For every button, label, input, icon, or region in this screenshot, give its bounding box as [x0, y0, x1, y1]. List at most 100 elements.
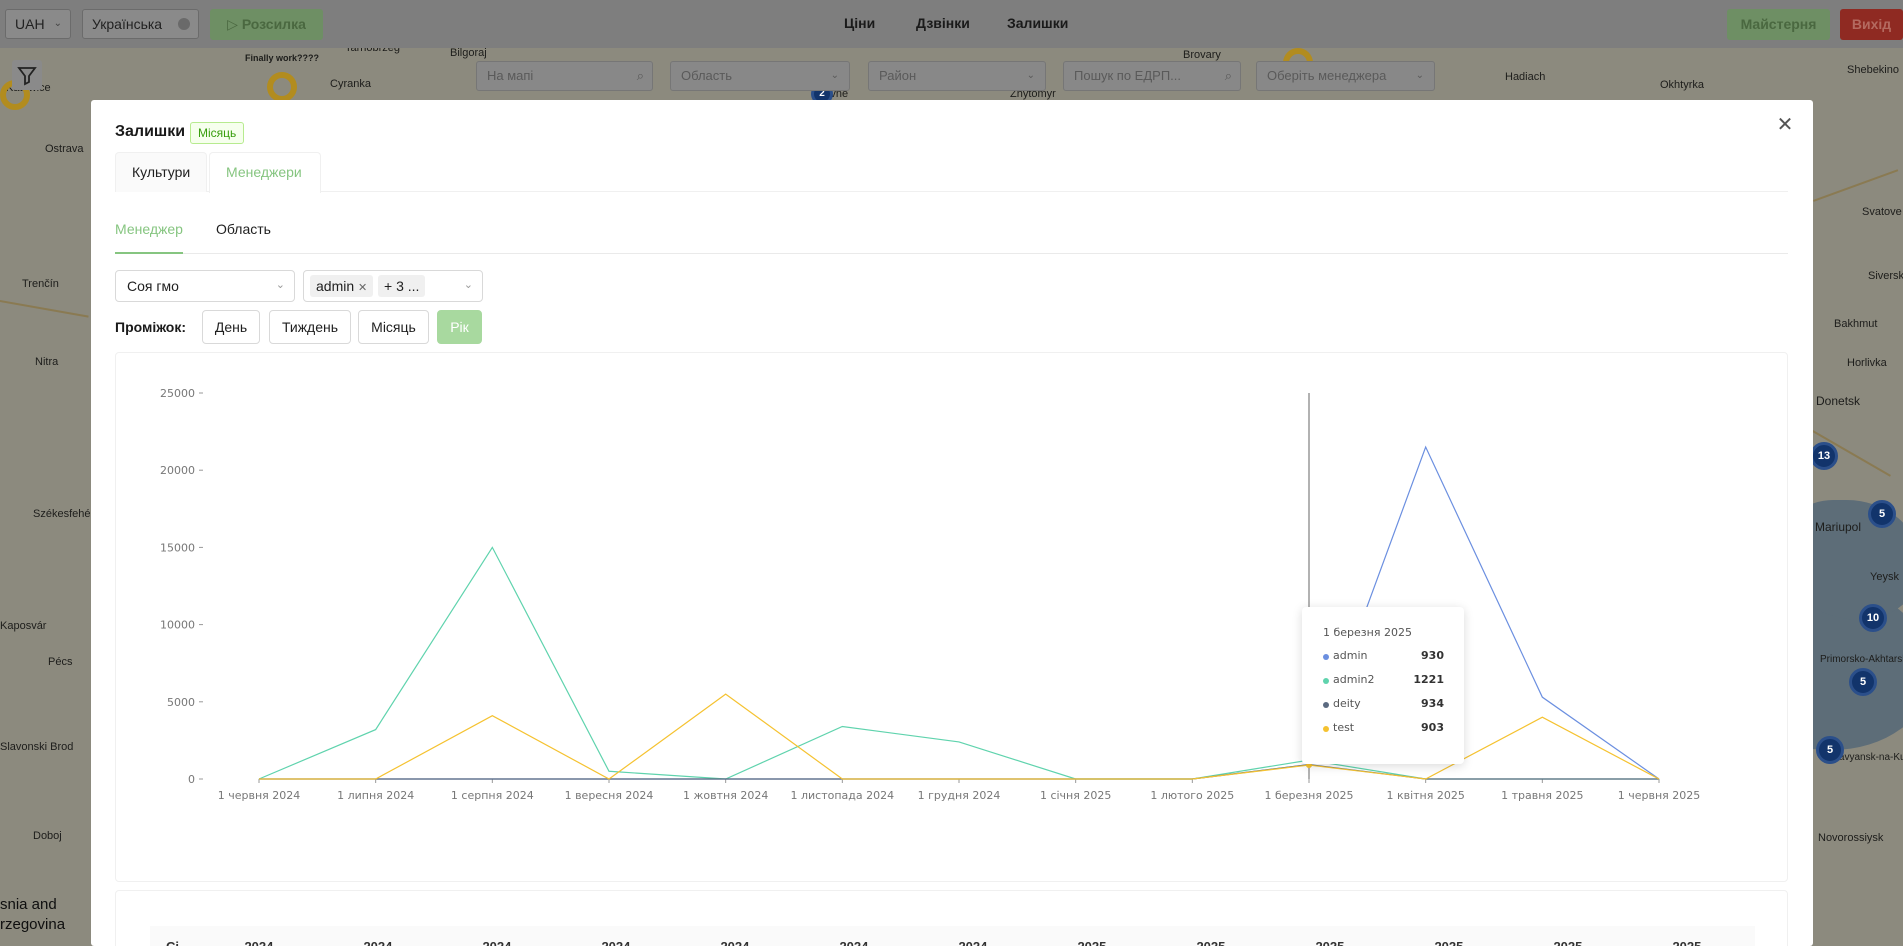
interval-year-button[interactable]: Рік	[437, 310, 482, 344]
map-city: Székesfehérvár	[33, 508, 110, 520]
table-header-cell[interactable]: ... 2025	[1658, 939, 1701, 946]
map-city: Siversk	[1868, 270, 1903, 282]
balances-modal: ✕ Залишки Місяць Культури Менеджери Мене…	[91, 100, 1813, 946]
tooltip-row: admin2 1221	[1323, 673, 1447, 689]
main-tabs: Культури Менеджери	[115, 152, 1788, 193]
y-tick-label: 20000	[160, 464, 195, 477]
map-cluster[interactable]: 10	[1859, 604, 1887, 632]
map-city: Trenčín	[22, 278, 59, 290]
map-city: Hadiach	[1505, 71, 1546, 83]
tab-managers[interactable]: Менеджери	[209, 152, 321, 193]
clear-icon[interactable]	[178, 18, 190, 30]
more-tag: + 3 ...	[378, 275, 426, 297]
filter-icon	[17, 67, 37, 86]
search-icon: ⌕	[636, 68, 644, 83]
table-header-cell[interactable]: ... 2024	[468, 939, 511, 946]
search-icon: ⌕	[1224, 68, 1232, 83]
exit-button[interactable]: Вихід	[1840, 9, 1903, 40]
manager-select[interactable]: Оберіть менеджера ⌄	[1256, 61, 1435, 91]
table-header-cell[interactable]: Сі...	[166, 939, 190, 946]
map-city: Bakhmut	[1834, 318, 1878, 330]
map-city: Slavonski Brod	[0, 741, 74, 753]
interval-month-button[interactable]: Місяць	[358, 310, 429, 344]
map-city: Nitra	[35, 356, 59, 368]
interval-day-button[interactable]: День	[202, 310, 260, 344]
x-tick-label: 1 липня 2024	[337, 789, 414, 802]
map-cluster[interactable]: 13	[1810, 442, 1838, 470]
tooltip-row: admin 930	[1323, 649, 1447, 665]
nav-calls[interactable]: Дзвінки	[916, 15, 970, 31]
nav-balances[interactable]: Залишки	[1007, 15, 1069, 31]
map-city: Ostrava	[45, 143, 84, 155]
map-city: Okhtyrka	[1660, 79, 1705, 91]
table-header-cell[interactable]: ... 2024	[706, 939, 749, 946]
table-header-cell[interactable]: ... 2025	[1182, 939, 1225, 946]
x-tick-label: 1 березня 2025	[1265, 789, 1354, 802]
map-road	[1813, 169, 1899, 202]
series-dot-icon	[1323, 726, 1329, 732]
table-header-cell[interactable]: ... 2024	[230, 939, 273, 946]
map-road	[0, 300, 89, 318]
map-filter-button[interactable]	[12, 60, 42, 90]
close-icon[interactable]: ✕	[1776, 114, 1794, 136]
map-city: Brovary	[1183, 49, 1221, 61]
table-header-cell[interactable]: ... 2025	[1539, 939, 1582, 946]
chevron-down-icon: ⌄	[1026, 70, 1035, 81]
workshop-button[interactable]: Майстерня	[1727, 9, 1830, 40]
tab-crops[interactable]: Культури	[115, 152, 207, 192]
y-tick-label: 5000	[167, 696, 195, 709]
nav-prices[interactable]: Ціни	[844, 15, 876, 31]
crop-select[interactable]: Соя гмо ⌄	[115, 270, 295, 302]
map-city: Zhytomyr	[1010, 88, 1056, 100]
table-header-cell[interactable]: ... 2025	[1420, 939, 1463, 946]
subtab-manager[interactable]: Менеджер	[115, 221, 183, 237]
x-tick-label: 1 листопада 2024	[791, 789, 895, 802]
table-header-cell[interactable]: ... 2024	[825, 939, 868, 946]
tooltip-row: deity 934	[1323, 697, 1447, 713]
edrpou-search-input[interactable]: Пошук по ЕДРП... ⌕	[1063, 61, 1241, 91]
map-city: Mariupol	[1815, 520, 1862, 534]
x-tick-label: 1 лютого 2025	[1150, 789, 1234, 802]
x-tick-label: 1 грудня 2024	[918, 789, 1001, 802]
subtab-region[interactable]: Область	[216, 221, 271, 237]
balances-line-chart[interactable]: 0 5000 10000 15000 20000 25000 1 червня 2024 1 …	[116, 353, 1789, 883]
district-select[interactable]: Район ⌄	[868, 61, 1046, 91]
currency-select[interactable]: UAH ⌄	[5, 9, 71, 39]
table-header-cell[interactable]: ... 2025	[1301, 939, 1344, 946]
map-cluster[interactable]: 5	[1868, 500, 1896, 528]
broadcast-button[interactable]: ▷ Розсилка	[210, 9, 323, 40]
map-country-label: rzegovina	[0, 916, 66, 933]
modal-title: Залишки	[115, 123, 186, 140]
x-tick-label: 1 червня 2025	[1618, 789, 1701, 802]
table-header-cell[interactable]: ... 2025	[1063, 939, 1106, 946]
chevron-down-icon: ⌄	[53, 18, 62, 29]
x-tick-label: 1 січня 2025	[1040, 789, 1111, 802]
map-marker[interactable]	[267, 72, 297, 102]
map-city: Horlivka	[1847, 357, 1887, 369]
region-select[interactable]: Область ⌄	[670, 61, 850, 91]
x-tick-label: 1 вересня 2024	[565, 789, 654, 802]
language-select[interactable]: Українська	[82, 9, 199, 39]
x-tick-label: 1 квітня 2025	[1386, 789, 1464, 802]
x-tick-label: 1 травня 2025	[1501, 789, 1583, 802]
y-tick-label: 10000	[160, 619, 195, 632]
managers-multiselect[interactable]: admin ✕ + 3 ... ⌄	[303, 270, 483, 302]
chart-card: 0 5000 10000 15000 20000 25000 1 червня 2024 1 …	[115, 352, 1788, 882]
map-city: Novorossiysk	[1818, 832, 1884, 844]
map-city: Bilgoraj	[450, 47, 487, 59]
close-icon[interactable]: ✕	[358, 282, 368, 294]
table-card: Сі... ... 2024 ... 2024 ... 2024 ... 2024...…	[115, 890, 1788, 946]
map-city: Yeysk	[1870, 571, 1899, 583]
on-map-search-input[interactable]: На мапі ⌕	[476, 61, 653, 91]
map-cluster[interactable]: 5	[1849, 668, 1877, 696]
interval-week-button[interactable]: Тиждень	[269, 310, 351, 344]
map-city: Slavyansk-na-Kubani	[1830, 752, 1903, 763]
table-header-cell[interactable]: ... 2024	[587, 939, 630, 946]
table-header-cell[interactable]: ... 2024	[349, 939, 392, 946]
table-header: Сі... ... 2024 ... 2024 ... 2024 ... 2024...…	[150, 926, 1755, 946]
map-cluster[interactable]: 5	[1816, 736, 1844, 764]
sub-tabs: Менеджер Область	[115, 208, 1788, 254]
table-header-cell[interactable]: ... 2024	[944, 939, 987, 946]
map-city: Cyranka	[330, 78, 371, 90]
x-tick-label: 1 червня 2024	[218, 789, 301, 802]
